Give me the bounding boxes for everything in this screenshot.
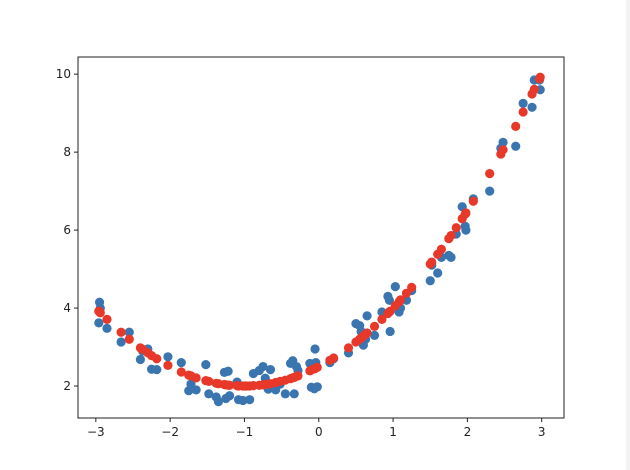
data-point	[176, 367, 186, 377]
data-point	[468, 196, 478, 206]
y-tick-label: 2	[63, 379, 71, 393]
data-point	[395, 295, 406, 305]
axes-frame	[77, 56, 565, 419]
y-tick-label: 8	[63, 145, 71, 159]
data-point	[527, 102, 537, 112]
data-point	[238, 395, 248, 406]
data-point	[258, 361, 268, 372]
x-tick-label: −1	[236, 425, 254, 439]
data-point	[124, 327, 134, 337]
data-point	[102, 323, 112, 333]
data-point	[425, 276, 435, 286]
x-tick-label: 0	[315, 425, 323, 439]
x-axis: −3 −2 −1 0 1 2 3	[87, 418, 546, 439]
data-point	[204, 376, 214, 386]
data-point	[377, 314, 387, 324]
data-point	[511, 121, 521, 131]
data-point	[102, 314, 112, 324]
data-point	[176, 358, 186, 368]
data-point	[369, 321, 380, 331]
data-point	[224, 380, 235, 390]
data-point	[385, 326, 395, 337]
x-tick-label: −2	[161, 425, 179, 439]
data-point	[518, 98, 528, 108]
data-point	[152, 354, 162, 364]
data-point	[369, 330, 380, 340]
data-point	[362, 328, 372, 338]
data-point	[293, 371, 303, 381]
data-point	[152, 365, 162, 375]
data-point	[518, 107, 528, 117]
series-0	[94, 75, 545, 407]
data-point	[485, 168, 495, 179]
data-point	[390, 282, 400, 292]
data-point	[280, 389, 290, 399]
data-point	[511, 141, 521, 151]
data-point	[535, 72, 545, 82]
data-point	[116, 337, 126, 347]
y-tick-label: 6	[63, 223, 71, 237]
data-point	[446, 252, 456, 262]
x-tick-label: 2	[464, 425, 472, 439]
scrollbar-track[interactable]	[626, 0, 630, 470]
y-tick-label: 4	[63, 301, 71, 315]
series-1	[94, 72, 545, 391]
data-point	[436, 244, 446, 254]
data-point	[529, 84, 539, 94]
data-point	[289, 389, 299, 399]
data-point	[362, 311, 372, 321]
data-point	[163, 352, 173, 362]
data-point	[427, 257, 437, 267]
data-point	[213, 397, 224, 407]
data-point	[310, 344, 320, 354]
data-point	[446, 230, 456, 241]
points-layer	[94, 72, 545, 407]
data-point	[451, 223, 461, 233]
data-point	[433, 268, 443, 278]
data-point	[343, 343, 354, 353]
data-point	[245, 395, 255, 405]
data-point	[223, 366, 233, 376]
data-point	[201, 359, 211, 370]
data-point	[312, 362, 322, 372]
data-point	[224, 391, 235, 401]
data-point	[191, 373, 201, 383]
x-tick-label: 1	[389, 425, 397, 439]
data-point	[124, 334, 134, 344]
data-point	[461, 225, 471, 235]
data-point	[498, 137, 508, 147]
data-point	[265, 365, 276, 375]
data-point	[312, 382, 322, 392]
data-point	[163, 360, 173, 370]
data-point	[94, 318, 104, 328]
data-point	[407, 282, 417, 293]
data-point	[485, 186, 495, 196]
y-axis: 2 4 6 8 10	[56, 67, 78, 393]
data-point	[384, 295, 394, 305]
data-point	[95, 308, 105, 318]
data-point	[116, 327, 126, 337]
x-tick-label: 3	[538, 425, 546, 439]
data-point	[135, 354, 146, 365]
data-point	[329, 353, 339, 363]
y-tick-label: 10	[56, 67, 71, 81]
x-tick-label: −3	[87, 425, 105, 439]
data-point	[191, 385, 201, 395]
data-point	[498, 145, 508, 155]
data-point	[461, 208, 471, 218]
data-point	[204, 389, 214, 399]
